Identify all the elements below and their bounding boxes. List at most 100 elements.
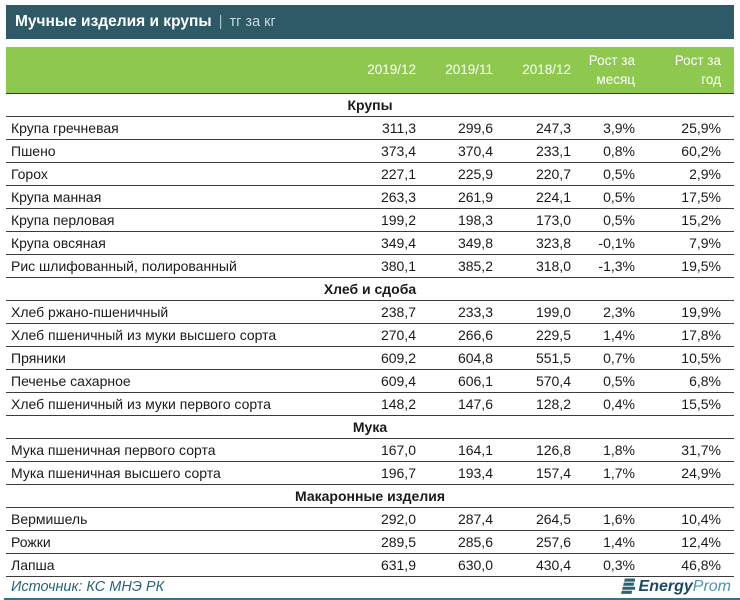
product-name: Вермишель [6, 507, 344, 531]
price-value: 318,0 [499, 254, 577, 278]
growth-value: 1,8% [577, 438, 641, 462]
growth-value: 1,7% [577, 461, 641, 485]
price-value: 292,0 [344, 507, 422, 531]
growth-value: -1,3% [577, 254, 641, 278]
growth-value: 10,5% [641, 346, 734, 370]
table-row: Пряники 609,2 604,8 551,5 0,7% 10,5% [6, 346, 734, 370]
growth-value: 0,7% [577, 346, 641, 370]
growth-value: 46,8% [641, 553, 734, 577]
table-row: Лапша 631,9 630,0 430,4 0,3% 46,8% [6, 553, 734, 577]
logo-text-bold: Energy [638, 577, 693, 595]
price-value: 311,3 [344, 116, 422, 140]
table-row: Крупа овсяная 349,4 349,8 323,8 -0,1% 7,9% [6, 231, 734, 255]
price-value: 225,9 [422, 162, 499, 186]
growth-value: 12,4% [641, 530, 734, 554]
product-name: Хлеб пшеничный из муки высшего сорта [6, 323, 344, 347]
growth-value: 0,4% [577, 392, 641, 416]
growth-value: 0,5% [577, 162, 641, 186]
price-value: 233,1 [499, 139, 577, 163]
energyprom-icon [620, 578, 635, 594]
price-value: 373,4 [344, 139, 422, 163]
table-row: Пшено 373,4 370,4 233,1 0,8% 60,2% [6, 139, 734, 163]
price-value: 227,1 [344, 162, 422, 186]
section-title: Хлеб и сдоба [6, 277, 734, 301]
price-value: 233,3 [422, 300, 499, 324]
price-value: 224,1 [499, 185, 577, 209]
growth-value: 2,9% [641, 162, 734, 186]
growth-value: 0,3% [577, 553, 641, 577]
growth-value: 0,5% [577, 185, 641, 209]
header-growth-year-line1: Рост за [674, 52, 721, 68]
product-name: Хлеб пшеничный из муки первого сорта [6, 392, 344, 416]
growth-value: 19,5% [641, 254, 734, 278]
price-value: 285,6 [422, 530, 499, 554]
price-value: 263,3 [344, 185, 422, 209]
header-growth-month-line2: месяц [596, 71, 635, 87]
section-title: Мука [6, 415, 734, 439]
header-growth-year-line2: год [701, 71, 721, 87]
growth-value: 1,6% [577, 507, 641, 531]
section-row: Макаронные изделия [6, 484, 734, 508]
footer: Источник: КС МНЭ РК Energy Prom [6, 578, 734, 596]
price-value: 257,6 [499, 530, 577, 554]
price-value: 264,5 [499, 507, 577, 531]
table-body: Крупы Крупа гречневая 311,3 299,6 247,3 3,9% 2… [6, 93, 734, 577]
growth-value: 7,9% [641, 231, 734, 255]
section-row: Крупы [6, 93, 734, 117]
table-row: Мука пшеничная высшего сорта 196,7 193,4 15… [6, 461, 734, 485]
product-name: Пшено [6, 139, 344, 163]
price-value: 229,5 [499, 323, 577, 347]
price-value: 604,8 [422, 346, 499, 370]
source-note: Источник: КС МНЭ РК [11, 578, 165, 595]
price-value: 609,2 [344, 346, 422, 370]
table-row: Вермишель 292,0 287,4 264,5 1,6% 10,4% [6, 507, 734, 531]
price-value: 173,0 [499, 208, 577, 232]
table-row: Горох 227,1 225,9 220,7 0,5% 2,9% [6, 162, 734, 186]
product-name: Крупа овсяная [6, 231, 344, 255]
logo-text-light: Prom [692, 577, 731, 595]
price-value: 148,2 [344, 392, 422, 416]
header-2019-12: 2019/12 [344, 47, 422, 94]
table-row: Мука пшеничная первого сорта 167,0 164,1 12… [6, 438, 734, 462]
growth-value: 10,4% [641, 507, 734, 531]
section-row: Хлеб и сдоба [6, 277, 734, 301]
growth-value: 15,2% [641, 208, 734, 232]
section-row: Мука [6, 415, 734, 439]
price-value: 220,7 [499, 162, 577, 186]
table-header: 2019/12 2019/11 2018/12 Рост за месяц Ро… [6, 47, 734, 94]
table-row: Хлеб пшеничный из муки высшего сорта 270,… [6, 323, 734, 347]
title-divider: | [218, 13, 223, 30]
table-row: Крупа перловая 199,2 198,3 173,0 0,5% 15,2% [6, 208, 734, 232]
price-value: 198,3 [422, 208, 499, 232]
price-value: 430,4 [499, 553, 577, 577]
product-name: Мука пшеничная первого сорта [6, 438, 344, 462]
table-row: Рис шлифованный, полированный 380,1 385,2 3… [6, 254, 734, 278]
price-value: 299,6 [422, 116, 499, 140]
product-name: Горох [6, 162, 344, 186]
price-value: 196,7 [344, 461, 422, 485]
table-row: Хлеб ржано-пшеничный 238,7 233,3 199,0 2,3% 1… [6, 300, 734, 324]
price-value: 551,5 [499, 346, 577, 370]
section-title: Крупы [6, 93, 734, 117]
price-value: 193,4 [422, 461, 499, 485]
title-unit: тг за кг [229, 14, 276, 30]
growth-value: 0,8% [577, 139, 641, 163]
price-value: 128,2 [499, 392, 577, 416]
price-value: 126,8 [499, 438, 577, 462]
header-2018-12: 2018/12 [499, 47, 577, 94]
price-value: 164,1 [422, 438, 499, 462]
header-product [6, 47, 344, 94]
header-growth-year: Рост за год [641, 47, 734, 94]
growth-value: 2,3% [577, 300, 641, 324]
growth-value: 15,5% [641, 392, 734, 416]
price-table: 2019/12 2019/11 2018/12 Рост за месяц Ро… [6, 47, 734, 577]
product-name: Крупа гречневая [6, 116, 344, 140]
energyprom-logo: Energy Prom [615, 578, 731, 596]
growth-value: 19,9% [641, 300, 734, 324]
table-row: Печенье сахарное 609,4 606,1 570,4 0,5% 6,8% [6, 369, 734, 393]
growth-value: 6,8% [641, 369, 734, 393]
table-row: Крупа манная 263,3 261,9 224,1 0,5% 17,5% [6, 185, 734, 209]
product-name: Пряники [6, 346, 344, 370]
price-value: 609,4 [344, 369, 422, 393]
